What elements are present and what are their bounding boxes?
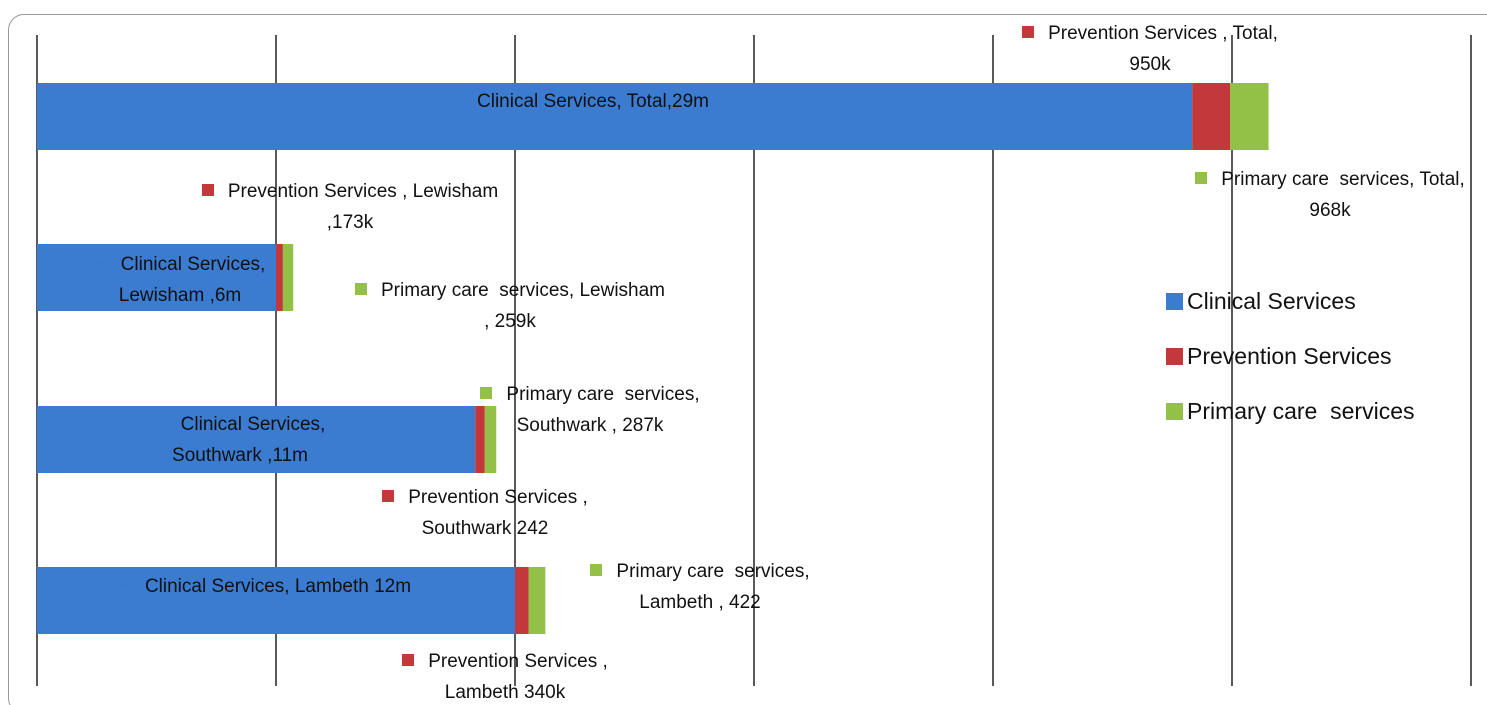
data-label-text: Clinical Services, Total,29m (477, 91, 709, 112)
bar-segment (528, 567, 546, 634)
data-label-text: Primary care services, Lambeth , 422 (616, 561, 815, 613)
bar-segment (1192, 83, 1231, 150)
legend-label: Prevention Services (1187, 343, 1392, 369)
data-label-text: Clinical Services, Lambeth 12m (144, 576, 412, 597)
data-label-text: Clinical Services, Southwark ,11m (172, 414, 331, 466)
data-label-text: Prevention Services , Lewisham ,173k (227, 181, 504, 233)
data-label-text: Primary care services, Total, 968k (1221, 169, 1471, 221)
bar-segment (37, 244, 276, 311)
bar-segment (37, 406, 476, 473)
data-label: Prevention Services , Total, 950k (1010, 18, 1290, 80)
data-label-text: Clinical Services, Lewisham ,6m (118, 254, 271, 306)
legend-entry: Prevention Services (1166, 343, 1392, 370)
data-label: Prevention Services , Lambeth 340k (365, 646, 645, 705)
bar-segment (515, 567, 529, 634)
data-label: Prevention Services , Lewisham ,173k (200, 176, 500, 238)
data-label: Clinical Services, Total,29m (440, 86, 720, 117)
label-marker (118, 583, 131, 587)
label-marker (382, 490, 395, 502)
data-label-text: Prevention Services , Total, 950k (1048, 23, 1284, 75)
legend-entry: Clinical Services (1166, 288, 1356, 315)
data-label: Primary care services, Lambeth , 422 (555, 556, 845, 618)
data-label-text: Prevention Services , Lambeth 340k (428, 651, 614, 703)
data-label: Primary care services, Total, 968k (1190, 164, 1470, 226)
legend-swatch (1166, 403, 1183, 420)
bar-segment (1230, 83, 1269, 150)
label-marker (480, 387, 493, 399)
legend-swatch (1166, 293, 1183, 310)
bar-segment (276, 244, 283, 311)
bar-segment (37, 567, 515, 634)
data-label: Primary care services, Lewisham , 259k (350, 275, 670, 337)
chart-frame (8, 14, 1487, 705)
legend-entry: Primary care services (1166, 398, 1414, 425)
bar-segment (282, 244, 294, 311)
label-marker (451, 98, 464, 102)
label-marker (354, 283, 367, 295)
data-label: Clinical Services, Southwark ,11m (120, 409, 360, 471)
data-label-text: Primary care services, Lewisham , 259k (380, 280, 671, 332)
data-label: Primary care services, Southwark , 287k (440, 379, 740, 441)
data-label: Clinical Services, Lambeth 12m (90, 571, 440, 602)
data-label-text: Prevention Services , Southwark 242 (408, 487, 594, 539)
legend-label: Primary care services (1187, 398, 1415, 424)
label-marker (402, 654, 415, 666)
label-marker (1195, 172, 1208, 184)
bar-segment (484, 406, 497, 473)
legend-swatch (1166, 348, 1183, 365)
data-label: Clinical Services, Lewisham ,6m (60, 249, 300, 311)
bar-segment (475, 406, 485, 473)
label-marker (201, 184, 214, 196)
data-label: Prevention Services , Southwark 242 (350, 482, 620, 544)
label-marker (94, 261, 107, 265)
data-label-text: Primary care services, Southwark , 287k (506, 384, 705, 436)
legend-label: Clinical Services (1187, 288, 1356, 314)
label-marker (590, 564, 603, 576)
bar-segment (37, 83, 1193, 150)
label-marker (154, 421, 167, 425)
label-marker (1022, 26, 1035, 38)
